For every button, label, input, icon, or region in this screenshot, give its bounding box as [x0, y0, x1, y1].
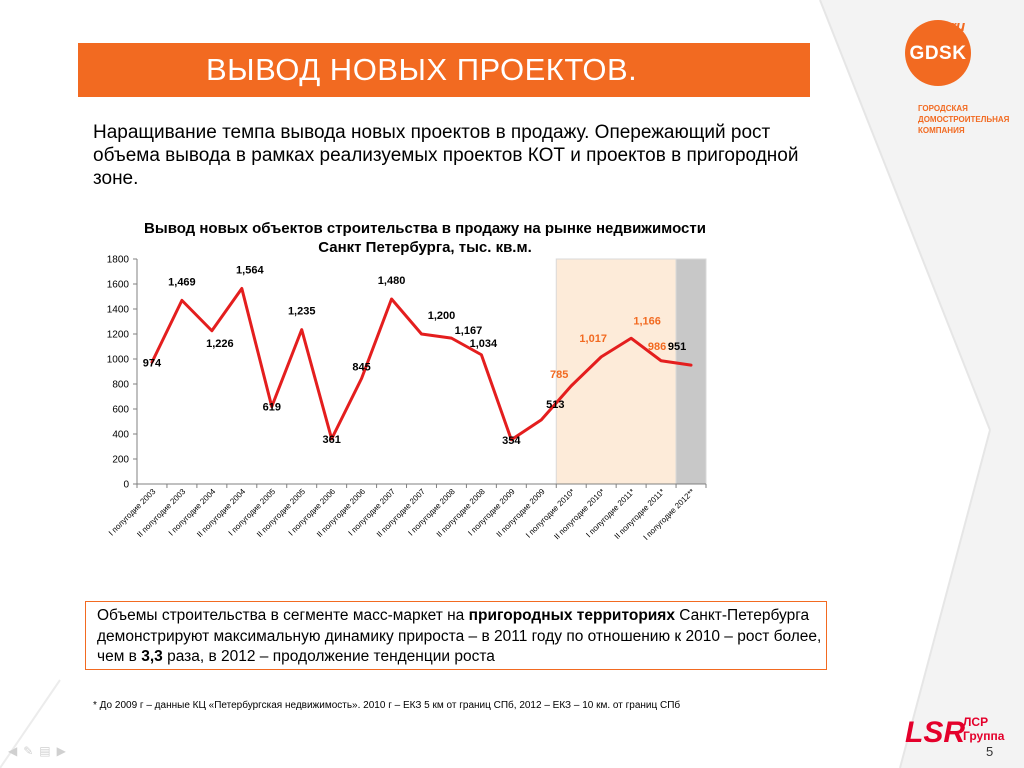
y-tick-label: 400 — [112, 430, 129, 441]
data-label: 1,200 — [428, 310, 456, 322]
highlight-zone — [555, 258, 677, 485]
gdsk-logo-domain: .ru — [946, 18, 966, 35]
series-line — [150, 287, 693, 442]
data-label: 513 — [546, 399, 564, 411]
gdsk-logo-tagline: ГОРОДСКАЯ ДОМОСТРОИТЕЛЬНАЯ КОМПАНИЯ — [918, 103, 1018, 136]
slide-nav-controls[interactable]: ◀✎▤▶ — [8, 744, 72, 758]
lsr-logo: LSR ЛСР Группа — [905, 715, 1005, 748]
menu-icon[interactable]: ▤ — [39, 744, 57, 758]
y-tick-label: 800 — [112, 380, 129, 391]
y-tick-label: 1400 — [107, 305, 130, 316]
y-tick-label: 1800 — [107, 255, 130, 266]
data-label: 361 — [322, 434, 340, 446]
callout-part: раза, в 2012 – продолжение тенденции рос… — [162, 648, 495, 665]
tagline-line: КОМПАНИЯ — [918, 126, 965, 135]
data-label: 1,226 — [206, 338, 234, 350]
footnote: * До 2009 г – данные КЦ «Петербургская н… — [93, 700, 681, 711]
lsr-logo-line2: Группа — [963, 729, 1005, 743]
data-label: 619 — [263, 402, 281, 414]
x-tick-label: II полугодие 2010* — [552, 487, 606, 541]
y-tick-label: 1200 — [107, 330, 130, 341]
chart-title: Вывод новых объектов строительства в про… — [144, 220, 706, 256]
lsr-logo-mark: LSR — [905, 716, 965, 748]
tagline-line: ДОМОСТРОИТЕЛЬНАЯ — [918, 115, 1010, 124]
data-label: 1,034 — [470, 338, 498, 350]
data-label: 845 — [352, 361, 370, 373]
data-label: 974 — [143, 357, 162, 369]
y-tick-label: 1600 — [107, 280, 130, 291]
data-label: 986 — [648, 341, 666, 353]
title-bar — [78, 43, 810, 97]
page-number: 5 — [986, 744, 994, 759]
data-label: 1,167 — [455, 325, 483, 337]
data-label: 1,017 — [579, 333, 607, 345]
next-arrow-icon[interactable]: ▶ — [56, 744, 72, 758]
callout-bold: 3,3 — [141, 648, 163, 665]
data-label: 785 — [550, 369, 568, 381]
y-tick-label: 1000 — [107, 355, 130, 366]
callout-text: Объемы строительства в сегменте масс-мар… — [97, 606, 822, 668]
callout-part: Объемы строительства в сегменте масс-мар… — [97, 607, 469, 624]
gdsk-logo-name: GDSK — [909, 43, 967, 64]
callout-part: Санкт-Петербурга демонстрируют максималь… — [97, 607, 822, 665]
data-label: 951 — [668, 341, 686, 353]
data-label: 1,480 — [378, 275, 406, 287]
y-tick-label: 200 — [112, 455, 129, 466]
data-label: 1,564 — [236, 265, 264, 277]
pen-icon[interactable]: ✎ — [23, 744, 40, 758]
callout-box: Объемы строительства в сегменте масс-мар… — [85, 601, 827, 670]
prev-arrow-icon[interactable]: ◀ — [8, 744, 24, 758]
y-tick-label: 600 — [112, 405, 129, 416]
gdsk-logo: GDSK — [905, 20, 971, 86]
data-label: 354 — [502, 435, 521, 447]
intro-text: Наращивание темпа вывода новых проектов … — [93, 122, 799, 189]
y-tick-label: 0 — [123, 480, 129, 491]
tagline-line: ГОРОДСКАЯ — [918, 104, 968, 113]
x-tick-label: I полугодие 2012** — [642, 487, 697, 542]
line-chart: 0 200 400 600 800 1000 1200 1400 1600 1800 I полуг… — [107, 255, 707, 542]
data-label: 1,235 — [288, 306, 316, 318]
slide-title: ВЫВОД НОВЫХ ПРОЕКТОВ. — [206, 52, 638, 87]
lsr-logo-line1: ЛСР — [963, 715, 988, 729]
data-label: 1,166 — [633, 315, 661, 327]
data-label: 1,469 — [168, 276, 196, 288]
highlight-zone — [675, 258, 707, 485]
callout-bold: пригородных территориях — [468, 607, 675, 624]
